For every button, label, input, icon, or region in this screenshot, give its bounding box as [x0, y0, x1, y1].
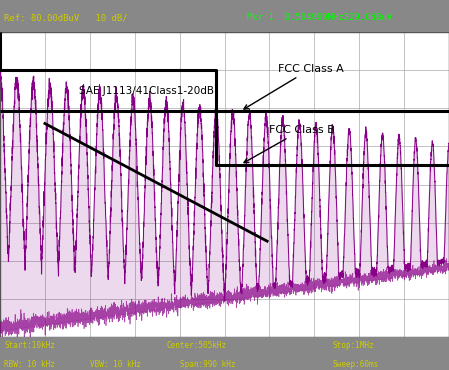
Text: Center:505kHz: Center:505kHz	[166, 341, 226, 350]
Text: Span:990 kHz: Span:990 kHz	[180, 360, 235, 369]
Text: RBW: 10 kHz: RBW: 10 kHz	[4, 360, 55, 369]
Text: Mkr 1  0.504999MHz229.0dBuV: Mkr 1 0.504999MHz229.0dBuV	[247, 13, 392, 22]
Text: Stop:1MHz: Stop:1MHz	[332, 341, 374, 350]
Text: SAE J1113/41Class1-20dB: SAE J1113/41Class1-20dB	[79, 87, 214, 97]
Text: FCC Class A: FCC Class A	[244, 64, 344, 109]
Text: FCC Class B: FCC Class B	[244, 125, 335, 163]
Text: VBW: 10 kHz: VBW: 10 kHz	[90, 360, 141, 369]
Text: Sweep:60ms: Sweep:60ms	[332, 360, 379, 369]
Text: Ref: 80.00dBuV   10 dB/: Ref: 80.00dBuV 10 dB/	[4, 13, 128, 22]
Text: Start:10kHz: Start:10kHz	[4, 341, 55, 350]
